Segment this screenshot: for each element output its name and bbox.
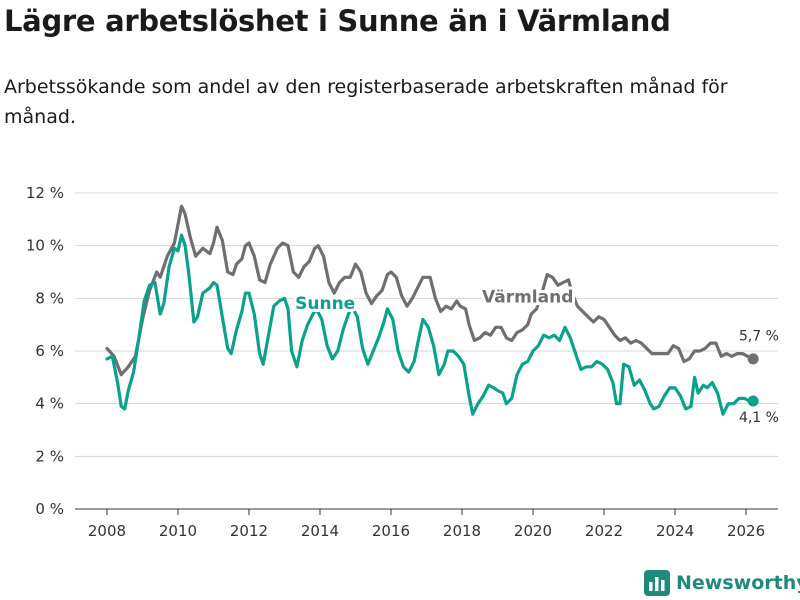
end-value-label: 5,7 % <box>739 328 779 344</box>
x-tick-label: 2008 <box>88 522 126 540</box>
series-end-marker <box>747 395 759 407</box>
series-lines <box>105 204 759 416</box>
chart-subtitle: Arbetssökande som andel av den registerb… <box>4 76 728 128</box>
y-tick-label: 12 % <box>26 184 64 202</box>
newsworthy-logo: Newsworthy <box>644 568 800 598</box>
x-axis-ticks: 2008 2010 2012 2014 2016 2018 2020 2022 2024 2026 <box>88 509 765 540</box>
series-line-varmland <box>105 204 755 377</box>
y-axis-ticks: 0 % 2 % 4 % 6 % 8 % 10 % 12 % <box>26 184 64 518</box>
series-label: Värmland <box>482 287 573 307</box>
x-tick-label: 2026 <box>727 522 765 540</box>
y-tick-label: 6 % <box>35 342 64 360</box>
x-tick-label: 2020 <box>514 522 552 540</box>
y-tick-label: 8 % <box>35 289 64 307</box>
y-tick-label: 0 % <box>35 500 64 518</box>
gridlines <box>75 192 778 510</box>
bar-chart-logo-icon <box>644 570 670 596</box>
y-tick-label: 4 % <box>35 395 64 413</box>
end-value-label: 4,1 % <box>739 410 779 426</box>
x-tick-label: 2022 <box>585 522 623 540</box>
x-tick-label: 2024 <box>656 522 694 540</box>
x-tick-label: 2010 <box>159 522 197 540</box>
series-line-sunne <box>105 233 755 416</box>
y-tick-label: 10 % <box>26 237 64 255</box>
chart-title: Lägre arbetslöshet i Sunne än i Värmland <box>4 4 671 38</box>
x-tick-label: 2016 <box>372 522 410 540</box>
series-end-marker <box>747 353 759 365</box>
logo-text: Newsworthy <box>676 572 800 594</box>
x-tick-label: 2014 <box>301 522 339 540</box>
x-tick-label: 2012 <box>230 522 268 540</box>
series-label-halo: Sunne <box>295 294 355 314</box>
x-tick-label: 2018 <box>443 522 481 540</box>
y-tick-label: 2 % <box>35 447 64 465</box>
series-label: Sunne <box>295 294 355 314</box>
series-label-halo: Värmland <box>482 287 573 307</box>
